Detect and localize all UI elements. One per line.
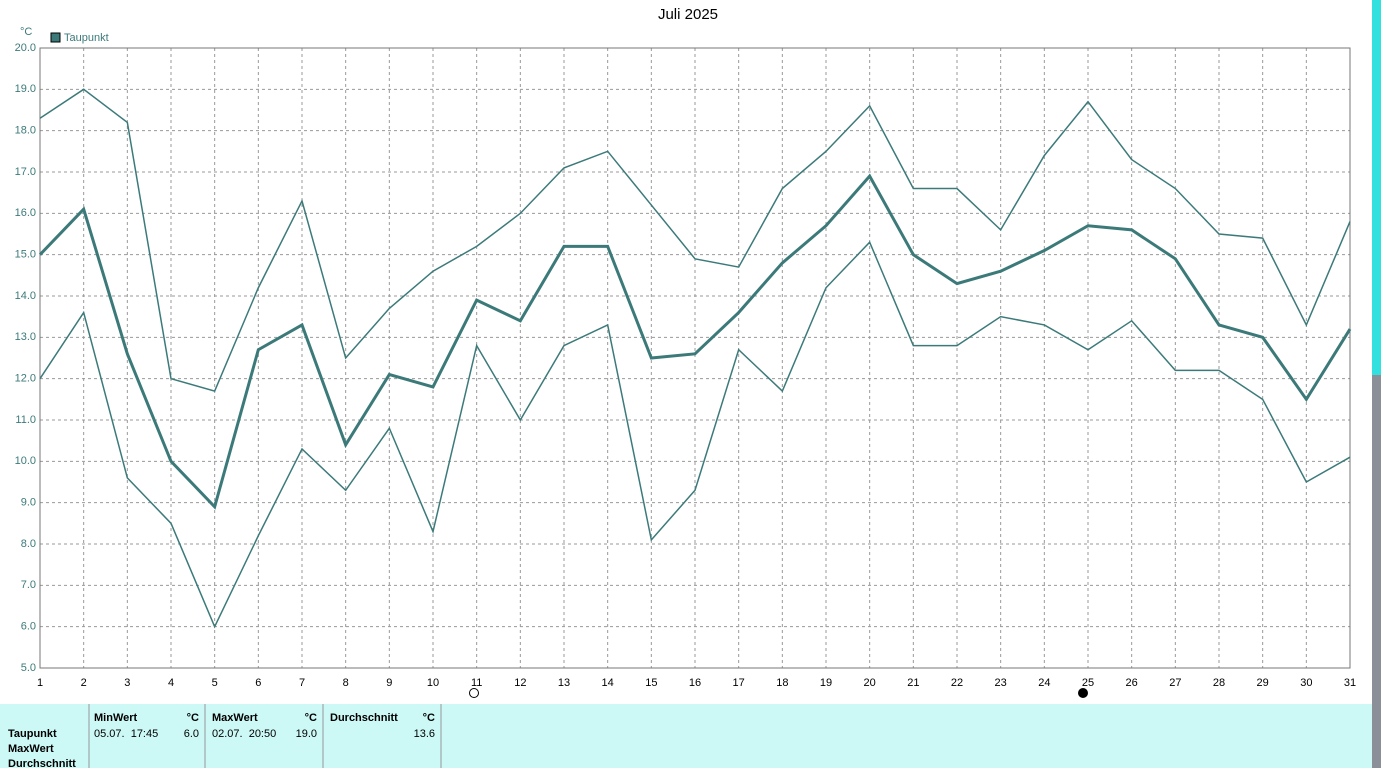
- cell-value: 13.6: [414, 728, 435, 740]
- x-tick-label: 8: [343, 677, 349, 689]
- x-tick-label: 6: [255, 677, 261, 689]
- column-unit: °C: [305, 712, 317, 724]
- summary-table: Taupunkt MaxWert Durchschnitt MinWert °C 05.0…: [8, 704, 442, 770]
- legend-swatch: [50, 32, 61, 43]
- moon-new: [1078, 688, 1088, 698]
- y-tick-label: 19.0: [15, 83, 36, 95]
- y-tick-label: 8.0: [21, 538, 36, 550]
- row-label: Durchschnitt: [8, 758, 76, 768]
- chart-title: Juli 2025: [658, 6, 718, 23]
- x-tick-label: 7: [299, 677, 305, 689]
- x-tick-label: 19: [820, 677, 832, 689]
- y-tick-label: 5.0: [21, 662, 36, 674]
- y-tick-label: 20.0: [15, 42, 36, 54]
- lines: [38, 88, 1352, 629]
- series-line: [39, 88, 1351, 392]
- x-tick-label: 2: [81, 677, 87, 689]
- y-tick-label: 11.0: [15, 414, 36, 426]
- x-tick-label: 26: [1126, 677, 1138, 689]
- x-tick-label: 25: [1082, 677, 1094, 689]
- y-tick-label: 6.0: [21, 621, 36, 633]
- row-label: MaxWert: [8, 743, 54, 755]
- x-tick-label: 21: [907, 677, 919, 689]
- y-axis-label: °C: [20, 26, 32, 38]
- cell-time: 02.07. 20:50: [212, 728, 276, 740]
- x-tick-label: 30: [1300, 677, 1312, 689]
- x-tick-label: 5: [212, 677, 218, 689]
- column-header: MinWert: [94, 712, 138, 724]
- column-unit: °C: [423, 712, 435, 724]
- column-unit: °C: [187, 712, 199, 724]
- x-tick-label: 1: [37, 677, 43, 689]
- y-tick-label: 7.0: [21, 579, 36, 591]
- x-tick-label: 23: [995, 677, 1007, 689]
- x-tick-label: 28: [1213, 677, 1225, 689]
- x-tick-label: 15: [645, 677, 657, 689]
- series-line: [39, 240, 1351, 629]
- cell-value: 19.0: [296, 728, 317, 740]
- moon-full: [469, 688, 479, 698]
- x-tick-label: 10: [427, 677, 439, 689]
- y-tick-label: 18.0: [15, 125, 36, 137]
- y-tick-label: 13.0: [15, 331, 36, 343]
- x-tick-label: 24: [1038, 677, 1050, 689]
- y-tick-label: 10.0: [15, 455, 36, 467]
- side-strip: [1372, 0, 1381, 375]
- x-tick-label: 29: [1257, 677, 1269, 689]
- x-tick-label: 18: [776, 677, 788, 689]
- y-tick-label: 9.0: [21, 497, 36, 509]
- x-tick-label: 12: [514, 677, 526, 689]
- series-line: [38, 173, 1352, 510]
- x-tick-label: 4: [168, 677, 174, 689]
- column-header: MaxWert: [212, 712, 258, 724]
- plot-frame: [39, 47, 1351, 669]
- x-tick-label: 17: [733, 677, 745, 689]
- y-tick-label: 15.0: [15, 249, 36, 261]
- y-tick-label: 16.0: [15, 207, 36, 219]
- y-tick-label: 17.0: [15, 166, 36, 178]
- row-label: Taupunkt: [8, 728, 57, 740]
- summary-panel: [0, 704, 1372, 768]
- x-tick-label: 11: [471, 677, 482, 689]
- x-tick-label: 20: [864, 677, 876, 689]
- x-tick-label: 22: [951, 677, 963, 689]
- cell-time: 05.07. 17:45: [94, 728, 158, 740]
- column-header: Durchschnitt: [330, 712, 398, 724]
- x-tick-label: 9: [386, 677, 392, 689]
- x-tick-label: 13: [558, 677, 570, 689]
- x-tick-label: 16: [689, 677, 701, 689]
- x-tick-label: 31: [1344, 677, 1356, 689]
- side-image: [1372, 375, 1381, 768]
- cell-value: 6.0: [184, 728, 199, 740]
- x-tick-label: 3: [124, 677, 130, 689]
- legend-label: Taupunkt: [64, 32, 109, 44]
- legend: Taupunkt: [50, 32, 109, 44]
- y-tick-label: 14.0: [15, 290, 36, 302]
- y-tick-label: 12.0: [15, 373, 36, 385]
- x-tick-label: 27: [1169, 677, 1181, 689]
- x-tick-label: 14: [602, 677, 614, 689]
